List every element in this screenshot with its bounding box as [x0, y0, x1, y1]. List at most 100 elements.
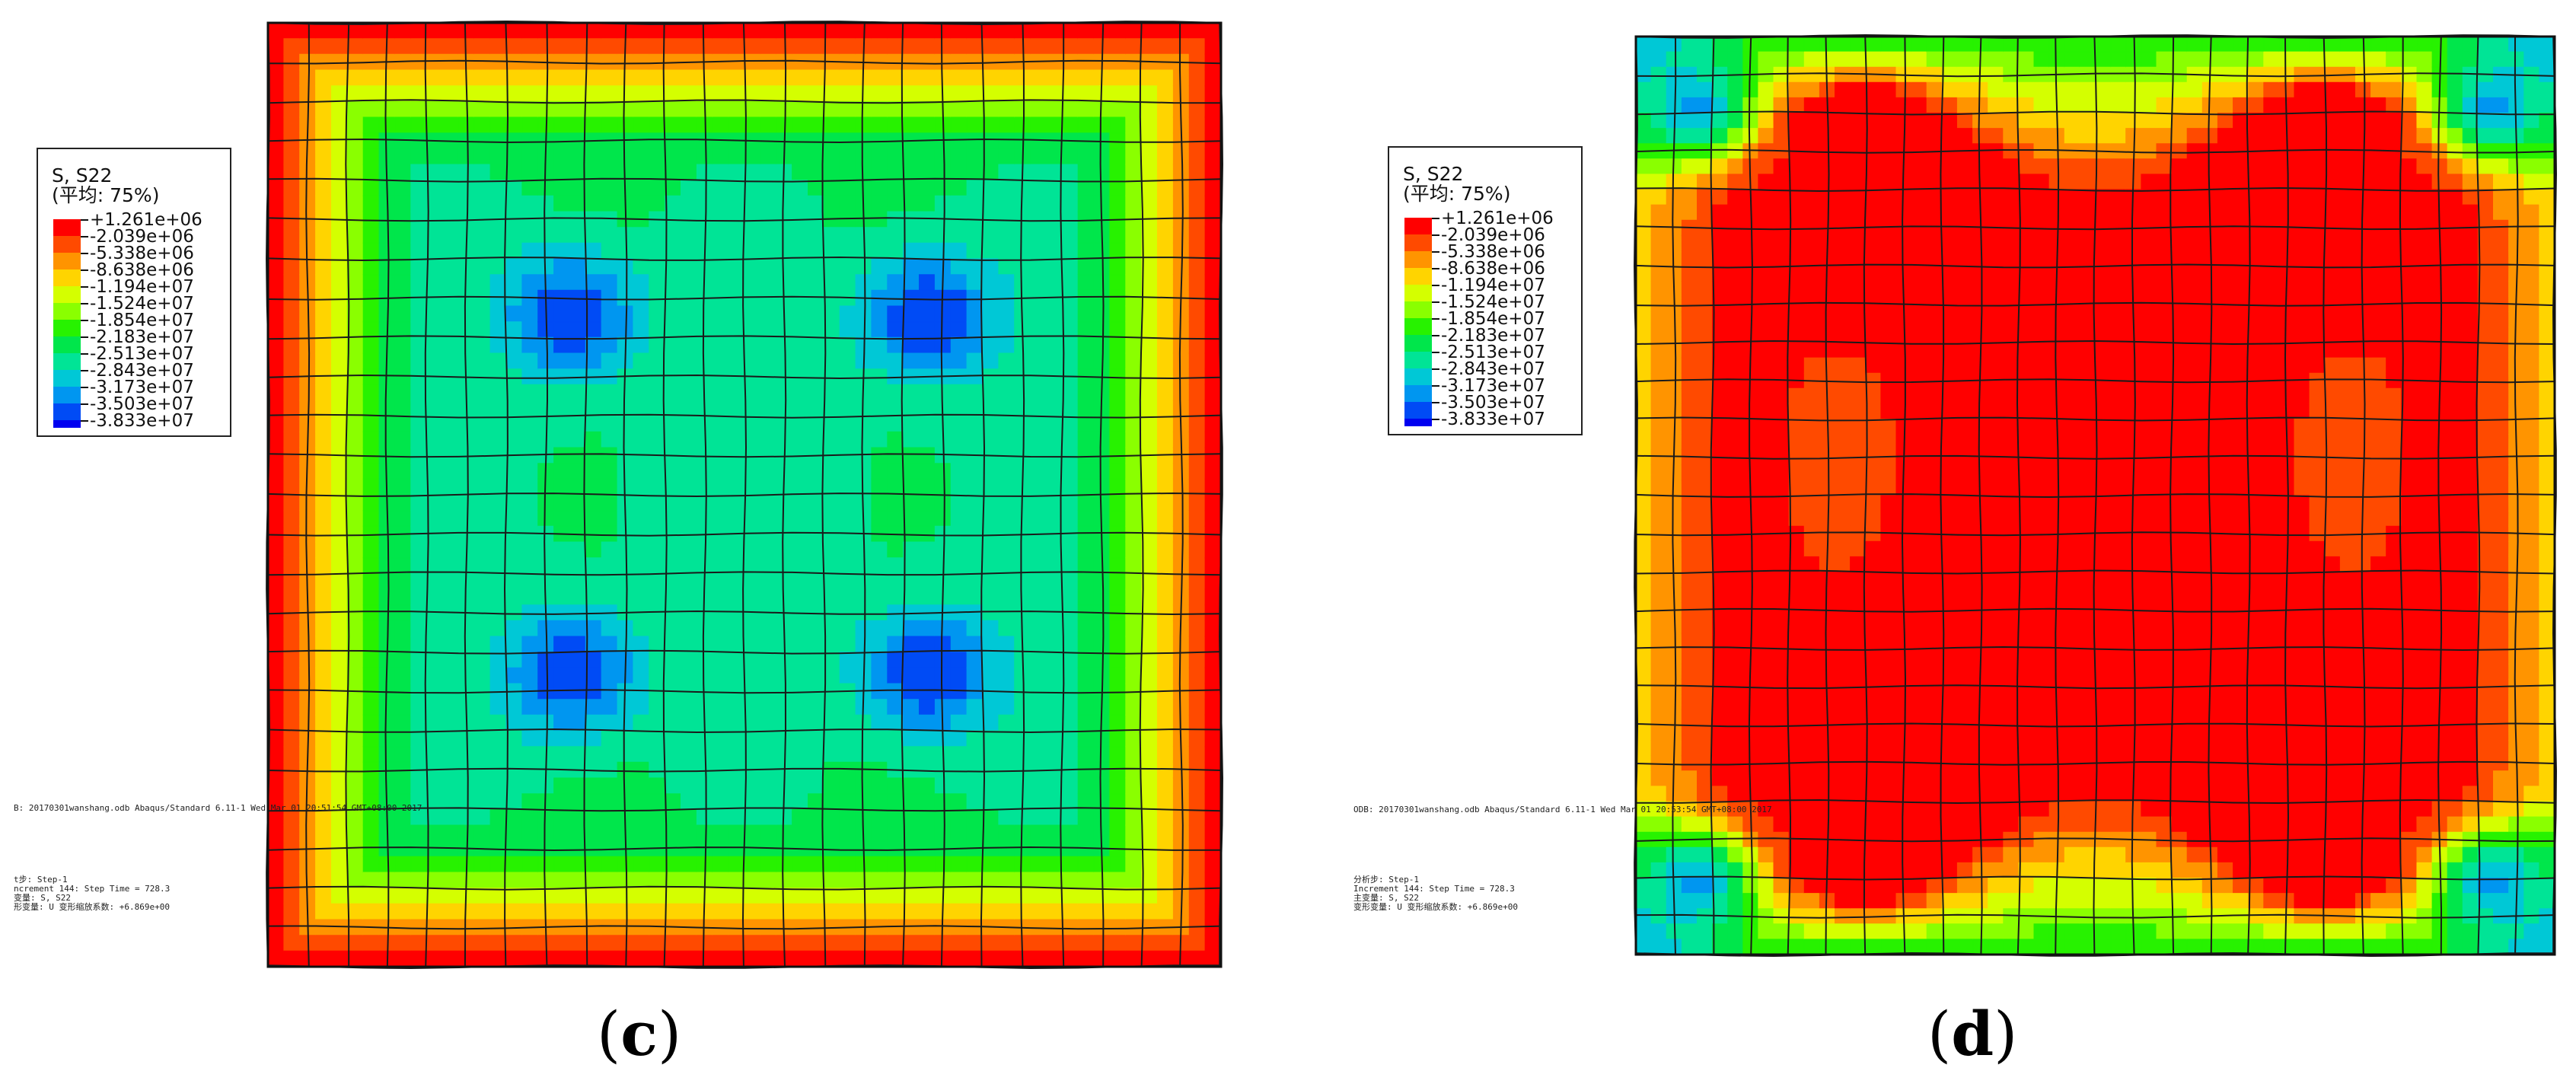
stress-cell [1956, 480, 1974, 496]
stress-cell [728, 227, 745, 244]
stress-cell [1109, 777, 1127, 795]
stress-cell [1030, 400, 1047, 417]
stress-cell [505, 636, 523, 653]
stress-cell [505, 368, 523, 385]
stress-cell [649, 888, 666, 904]
stress-cell [950, 888, 968, 904]
stress-cell [1773, 801, 1790, 818]
stress-cell [426, 541, 443, 559]
stress-cell [919, 557, 936, 574]
stress-cell [998, 227, 1015, 244]
stress-cell [903, 258, 920, 276]
stress-cell [521, 148, 539, 165]
stress-cell [1650, 663, 1667, 680]
stress-cell [553, 384, 570, 401]
stress-cell [1204, 667, 1222, 684]
stress-cell [919, 872, 936, 889]
stress-cell [1788, 693, 1805, 710]
stress-cell [934, 793, 952, 810]
stress-cell [267, 431, 285, 448]
stress-cell [1157, 211, 1174, 228]
stress-cell [1125, 919, 1143, 936]
stress-cell [1141, 746, 1158, 763]
stress-cell [426, 22, 443, 40]
stress-cell [1941, 540, 1958, 557]
stress-cell [649, 604, 666, 621]
stress-cell [966, 572, 984, 590]
stress-cell [1850, 296, 1867, 313]
stress-cell [1773, 786, 1790, 802]
stress-cell [1727, 648, 1744, 665]
stress-cell [394, 352, 412, 370]
stress-cell [1650, 633, 1667, 649]
stress-cell [1850, 234, 1867, 251]
stress-cell [903, 100, 920, 118]
stress-cell [426, 384, 443, 401]
stress-cell [331, 148, 348, 165]
stress-cell [649, 274, 666, 291]
stress-cell [696, 368, 713, 385]
stress-cell [410, 38, 428, 55]
stress-cell [426, 856, 443, 873]
stress-cell [1635, 510, 1652, 527]
stress-cell [839, 699, 856, 716]
legend-value: -8.638e+06 [90, 260, 194, 280]
stress-cell [521, 808, 539, 826]
stress-cell [283, 69, 301, 87]
stress-cell [1681, 296, 1698, 313]
stress-cell [283, 416, 301, 432]
stress-cell [1835, 281, 1851, 298]
stress-cell [601, 636, 618, 653]
stress-cell [1941, 831, 1958, 848]
stress-cell [346, 903, 364, 920]
stress-cell [760, 289, 777, 307]
stress-cell [537, 572, 555, 590]
stress-cell [1865, 617, 1882, 634]
stress-cell [871, 746, 888, 763]
stress-cell [649, 305, 666, 323]
stress-cell [569, 336, 586, 354]
stress-cell [1157, 164, 1174, 181]
stress-cell [1850, 525, 1867, 542]
stress-cell [1635, 572, 1652, 588]
mesh-line [267, 846, 1222, 852]
stress-cell [489, 227, 507, 244]
stress-cell [1758, 770, 1774, 787]
stress-cell [1926, 357, 1943, 374]
stress-cell [808, 321, 824, 338]
stress-cell [1835, 525, 1851, 542]
stress-cell [378, 69, 396, 87]
stress-cell [966, 730, 984, 748]
stress-cell [760, 305, 777, 323]
stress-cell [473, 746, 491, 763]
stress-cell [1697, 587, 1714, 604]
stress-cell [950, 903, 968, 920]
stress-cell [537, 541, 555, 559]
stress-cell [410, 824, 428, 842]
stress-cell [633, 463, 650, 480]
stress-cell [1077, 321, 1095, 338]
legend-tick [81, 370, 88, 371]
stress-cell [537, 352, 555, 370]
stress-cell [1046, 400, 1063, 417]
stress-cell [1014, 85, 1031, 102]
stress-cell [982, 38, 999, 55]
stress-cell [681, 604, 697, 621]
stress-cell [649, 636, 666, 653]
stress-cell [728, 557, 745, 574]
stress-cell [299, 180, 317, 196]
stress-cell [776, 53, 793, 71]
stress-cell [537, 557, 555, 574]
stress-field [1635, 36, 2555, 955]
stress-cell [410, 699, 428, 716]
stress-cell [1926, 878, 1943, 894]
stress-cell [728, 258, 745, 276]
stress-cell [681, 525, 697, 543]
stress-cell [1712, 740, 1729, 757]
stress-cell [505, 604, 523, 621]
stress-cell [1077, 258, 1095, 276]
stress-cell [426, 195, 443, 212]
stress-cell [1635, 342, 1652, 359]
stress-cell [426, 840, 443, 857]
stress-cell [585, 305, 602, 323]
